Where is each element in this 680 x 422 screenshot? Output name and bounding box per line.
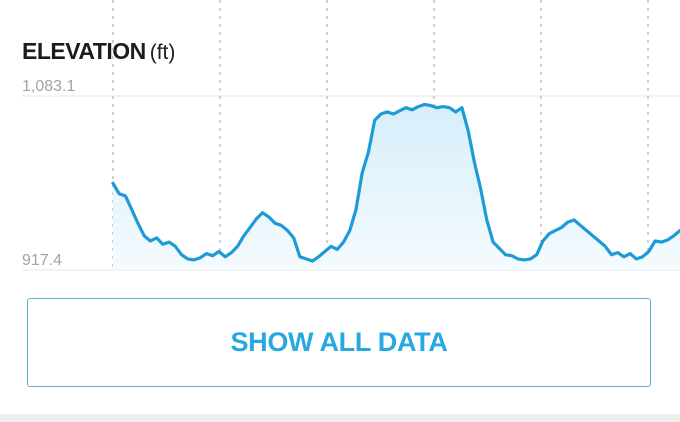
chart-title-unit: (ft) [149, 41, 176, 64]
elevation-line [111, 102, 680, 263]
elevation-chart [22, 0, 680, 271]
elevation-area [113, 104, 680, 270]
y-tick-label-max: 1,083.1 [22, 78, 76, 95]
chart-title-text: ELEVATION [22, 38, 146, 64]
footer-divider [0, 414, 680, 422]
y-tick-label-min: 917.4 [22, 252, 63, 269]
show-all-data-button[interactable]: SHOW ALL DATA [27, 298, 651, 387]
chart-title: ELEVATION (ft) [22, 38, 175, 65]
